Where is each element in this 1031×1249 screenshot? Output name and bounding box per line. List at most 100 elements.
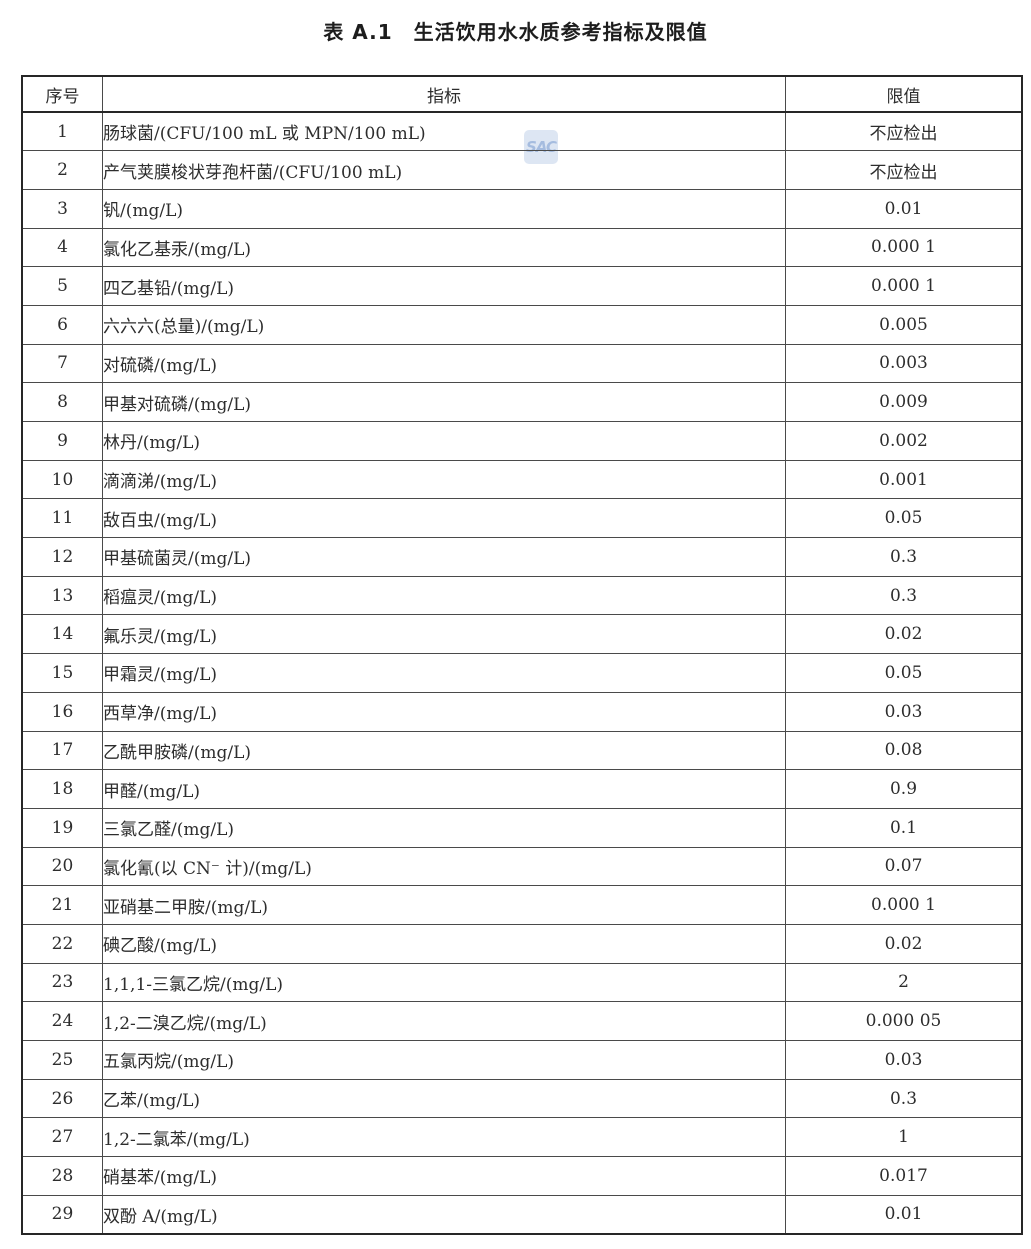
row-number-cell: 8 [21,382,103,422]
row-limit-cell: 0.3 [785,575,1023,616]
row-indicator-cell: 稻瘟灵/(mg/L) [102,575,786,616]
table-row: 1 肠球菌/(CFU/100 mL 或 MPN/100 mL) 不应检出 [21,111,1023,152]
row-indicator-cell: 西草净/(mg/L) [102,691,786,732]
table-row: 12 甲基硫菌灵/(mg/L) 0.3 [21,537,1023,577]
row-limit-cell: 0.01 [785,188,1023,229]
row-limit-cell: 0.03 [785,691,1023,732]
row-limit-cell: 0.003 [785,343,1023,384]
row-indicator-cell: 硝基苯/(mg/L) [102,1156,786,1196]
row-limit-cell: 0.002 [785,421,1023,461]
row-indicator-cell: 林丹/(mg/L) [102,421,786,461]
row-indicator-cell: 滴滴涕/(mg/L) [102,459,786,500]
header-cell-number: 序号 [21,75,103,113]
row-number-cell: 15 [21,653,103,693]
table-row: 18 甲醛/(mg/L) 0.9 [21,769,1023,809]
row-limit-cell: 0.000 1 [785,227,1023,268]
table-row: 11 敌百虫/(mg/L) 0.05 [21,498,1023,539]
table-row: 26 乙苯/(mg/L) 0.3 [21,1078,1023,1119]
row-limit-cell: 0.03 [785,1040,1023,1080]
table-row: 8 甲基对硫磷/(mg/L) 0.009 [21,382,1023,422]
row-number-cell: 10 [21,459,103,500]
row-limit-cell: 0.009 [785,382,1023,422]
table-row: 4 氯化乙基汞/(mg/L) 0.000 1 [21,227,1023,268]
row-number-cell: 12 [21,537,103,577]
row-number-cell: 11 [21,498,103,539]
row-indicator-cell: 甲基硫菌灵/(mg/L) [102,537,786,577]
table-row: 17 乙酰甲胺磷/(mg/L) 0.08 [21,730,1023,771]
row-indicator-cell: 五氯丙烷/(mg/L) [102,1040,786,1080]
row-number-cell: 20 [21,846,103,887]
row-indicator-cell: 四乙基铅/(mg/L) [102,266,786,306]
table-row: 7 对硫磷/(mg/L) 0.003 [21,343,1023,384]
row-limit-cell: 0.3 [785,537,1023,577]
table-row: 5 四乙基铅/(mg/L) 0.000 1 [21,266,1023,306]
row-indicator-cell: 乙苯/(mg/L) [102,1078,786,1119]
table-row: 20 氯化氰(以 CN⁻ 计)/(mg/L) 0.07 [21,846,1023,887]
row-limit-cell: 0.001 [785,459,1023,500]
row-number-cell: 23 [21,962,103,1003]
row-indicator-cell: 三氯乙醛/(mg/L) [102,807,786,848]
row-number-cell: 14 [21,614,103,655]
table-row: 22 碘乙酸/(mg/L) 0.02 [21,923,1023,964]
row-limit-cell: 不应检出 [785,150,1023,190]
row-limit-cell: 0.01 [785,1194,1023,1235]
row-indicator-cell: 钒/(mg/L) [102,188,786,229]
table-row: 10 滴滴涕/(mg/L) 0.001 [21,459,1023,500]
row-number-cell: 3 [21,188,103,229]
row-number-cell: 21 [21,885,103,925]
row-number-cell: 17 [21,730,103,771]
page-title: 表 A.1 生活饮用水水质参考指标及限值 [323,20,708,44]
table-body: 1 肠球菌/(CFU/100 mL 或 MPN/100 mL) 不应检出 2 产… [21,111,1023,1235]
row-indicator-cell: 肠球菌/(CFU/100 mL 或 MPN/100 mL) [102,111,786,152]
table-row: 24 1,2-二溴乙烷/(mg/L) 0.000 05 [21,1001,1023,1041]
row-indicator-cell: 双酚 A/(mg/L) [102,1194,786,1235]
row-number-cell: 16 [21,691,103,732]
row-limit-cell: 0.1 [785,807,1023,848]
row-number-cell: 5 [21,266,103,306]
table-row: 2 产气荚膜梭状芽孢杆菌/(CFU/100 mL) 不应检出 [21,150,1023,190]
table-row: 28 硝基苯/(mg/L) 0.017 [21,1156,1023,1196]
table-header: 序号 指标 限值 [21,75,1023,113]
table-row: 16 西草净/(mg/L) 0.03 [21,691,1023,732]
row-number-cell: 26 [21,1078,103,1119]
row-number-cell: 27 [21,1117,103,1158]
row-number-cell: 28 [21,1156,103,1196]
table-row: 19 三氯乙醛/(mg/L) 0.1 [21,807,1023,848]
row-number-cell: 4 [21,227,103,268]
row-limit-cell: 0.3 [785,1078,1023,1119]
header-cell-indicator: 指标 [102,75,786,113]
row-limit-cell: 2 [785,962,1023,1003]
row-indicator-cell: 1,2-二氯苯/(mg/L) [102,1117,786,1158]
row-number-cell: 25 [21,1040,103,1080]
row-limit-cell: 0.05 [785,498,1023,539]
row-indicator-cell: 氯化乙基汞/(mg/L) [102,227,786,268]
row-number-cell: 6 [21,304,103,345]
row-limit-cell: 0.02 [785,614,1023,655]
table-row: 27 1,2-二氯苯/(mg/L) 1 [21,1117,1023,1158]
row-indicator-cell: 甲基对硫磷/(mg/L) [102,382,786,422]
row-indicator-cell: 亚硝基二甲胺/(mg/L) [102,885,786,925]
row-number-cell: 7 [21,343,103,384]
header-row: 序号 指标 限值 [21,75,1023,113]
row-limit-cell: 0.000 1 [785,885,1023,925]
row-limit-cell: 0.08 [785,730,1023,771]
row-number-cell: 29 [21,1194,103,1235]
row-limit-cell: 0.9 [785,769,1023,809]
row-indicator-cell: 氟乐灵/(mg/L) [102,614,786,655]
table-row: 6 六六六(总量)/(mg/L) 0.005 [21,304,1023,345]
row-limit-cell: 0.05 [785,653,1023,693]
table-row: 9 林丹/(mg/L) 0.002 [21,421,1023,461]
row-limit-cell: 0.017 [785,1156,1023,1196]
row-number-cell: 1 [21,111,103,152]
row-limit-cell: 0.000 05 [785,1001,1023,1041]
row-limit-cell: 不应检出 [785,111,1023,152]
header-cell-limit: 限值 [785,75,1023,113]
row-indicator-cell: 产气荚膜梭状芽孢杆菌/(CFU/100 mL) [102,150,786,190]
row-indicator-cell: 碘乙酸/(mg/L) [102,923,786,964]
table-row: 21 亚硝基二甲胺/(mg/L) 0.000 1 [21,885,1023,925]
row-indicator-cell: 对硫磷/(mg/L) [102,343,786,384]
row-indicator-cell: 敌百虫/(mg/L) [102,498,786,539]
row-number-cell: 24 [21,1001,103,1041]
row-number-cell: 2 [21,150,103,190]
row-limit-cell: 0.07 [785,846,1023,887]
